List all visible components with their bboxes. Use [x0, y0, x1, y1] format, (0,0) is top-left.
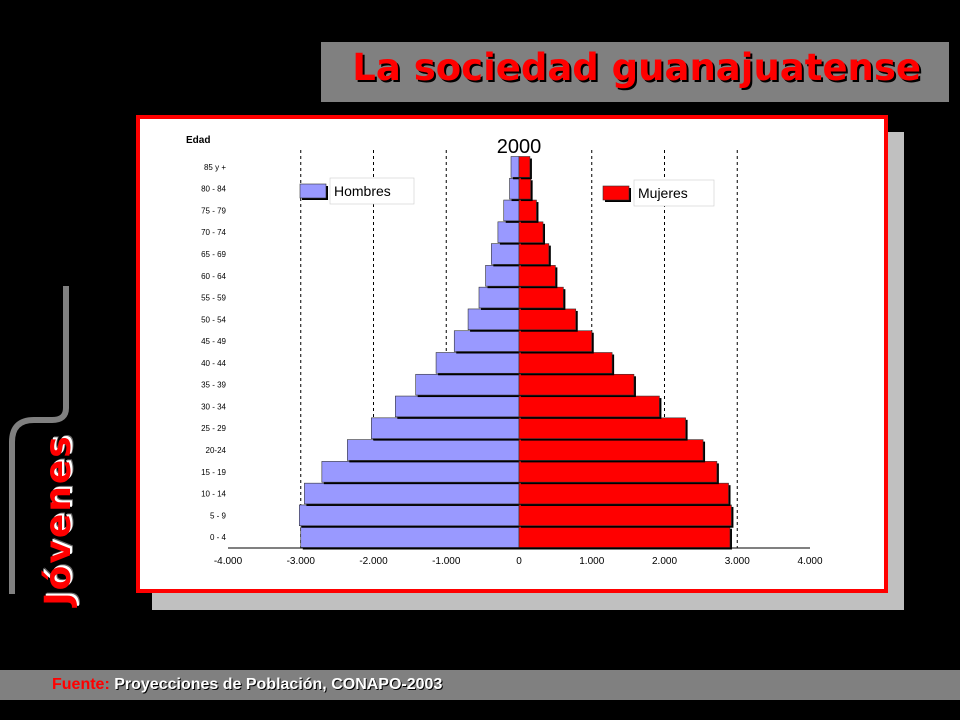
legend-swatch-women	[602, 185, 630, 201]
y-category-label: 25 - 29	[201, 424, 226, 433]
population-pyramid-chart: -4.000 -3.000 -2.000 -1.000 0 1.000 2.000 3.000…	[186, 135, 823, 567]
bar-women-4	[518, 439, 704, 461]
bar-women-15	[518, 199, 537, 222]
x-tick-label: -4.000	[214, 556, 243, 567]
chart-title: 2000	[497, 136, 542, 158]
bar-women-11	[518, 286, 564, 309]
y-category-label: 10 - 14	[201, 490, 226, 499]
y-category-label: 5 - 9	[210, 511, 227, 520]
bar-women-12	[518, 265, 556, 287]
y-category-label: 60 - 64	[201, 272, 226, 281]
bar-women-16	[518, 177, 531, 200]
bar-women-9	[518, 330, 593, 352]
x-tick-label: 4.000	[797, 556, 822, 567]
bar-women-7	[518, 373, 635, 396]
bar-women-17	[518, 156, 531, 178]
bar-men-8	[435, 352, 520, 374]
bar-men-3	[321, 461, 520, 483]
bar-men-13	[491, 243, 520, 265]
y-category-label: 35 - 39	[201, 381, 226, 390]
footer-label: Fuente:	[52, 676, 110, 693]
legend-swatch-men	[299, 183, 327, 199]
bar-women-2	[518, 482, 729, 505]
bar-women-5	[518, 417, 686, 439]
bar-men-7	[415, 373, 520, 396]
title-bar: La sociedad guanajuatense	[321, 42, 949, 102]
y-category-label: 20-24	[206, 446, 227, 455]
x-tick-label: 2.000	[652, 556, 677, 567]
footer-source-line: Fuente: Proyecciones de Población, CONAP…	[52, 676, 442, 694]
bar-men-1	[298, 504, 520, 527]
bar-women-0	[518, 526, 731, 548]
x-tick-label: 3.000	[725, 556, 750, 567]
x-tick-label: -3.000	[287, 556, 316, 567]
legend-label-women: Mujeres	[638, 185, 688, 201]
bar-men-15	[503, 199, 520, 222]
bar-men-12	[485, 265, 520, 287]
x-tick-label: 1.000	[579, 556, 604, 567]
y-category-label: 0 - 4	[210, 533, 227, 542]
bar-men-2	[304, 482, 520, 505]
bar-men-17	[510, 156, 520, 178]
slide-title: La sociedad guanajuatense	[352, 46, 921, 89]
bar-men-10	[467, 308, 520, 331]
x-tick-label: -2.000	[359, 556, 388, 567]
y-category-label: 75 - 79	[201, 206, 226, 215]
bar-women-3	[518, 461, 718, 483]
bar-men-5	[371, 417, 520, 439]
y-category-label: 50 - 54	[201, 315, 226, 324]
bar-men-9	[453, 330, 520, 352]
bar-men-0	[300, 526, 520, 548]
y-axis-title: Edad	[186, 135, 210, 146]
chart-frame: -4.000 -3.000 -2.000 -1.000 0 1.000 2.000 3.000…	[136, 115, 888, 593]
y-category-label: 85 y +	[204, 163, 226, 172]
y-category-label: 65 - 69	[201, 250, 226, 259]
bar-women-6	[518, 395, 660, 418]
y-category-label: 55 - 59	[201, 294, 226, 303]
y-category-label: 70 - 74	[201, 228, 226, 237]
y-category-label: 15 - 19	[201, 468, 226, 477]
side-label-jovenes: Jóvenes	[38, 434, 79, 606]
bar-women-8	[518, 352, 613, 374]
legend-label-box	[329, 177, 415, 205]
footer-source: Proyecciones de Población, CONAPO-2003	[114, 676, 443, 693]
bar-women-13	[518, 243, 550, 265]
bar-men-4	[347, 439, 520, 461]
bar-men-16	[509, 177, 520, 200]
bar-women-14	[518, 221, 544, 243]
legend-label-men: Hombres	[334, 183, 391, 199]
x-tick-label: -1.000	[432, 556, 461, 567]
y-category-label: 80 - 84	[201, 185, 226, 194]
bar-women-1	[518, 504, 732, 527]
y-category-label: 30 - 34	[201, 402, 226, 411]
x-tick-label: 0	[516, 556, 522, 567]
footer-bar: Fuente: Proyecciones de Población, CONAP…	[0, 670, 960, 700]
side-bracket-decoration	[9, 286, 69, 594]
bar-men-11	[478, 286, 520, 309]
legend-label-box	[633, 179, 715, 207]
y-category-label: 40 - 44	[201, 359, 226, 368]
bar-men-14	[497, 221, 520, 243]
y-category-label: 45 - 49	[201, 337, 226, 346]
bar-women-10	[518, 308, 577, 331]
bar-men-6	[395, 395, 520, 418]
